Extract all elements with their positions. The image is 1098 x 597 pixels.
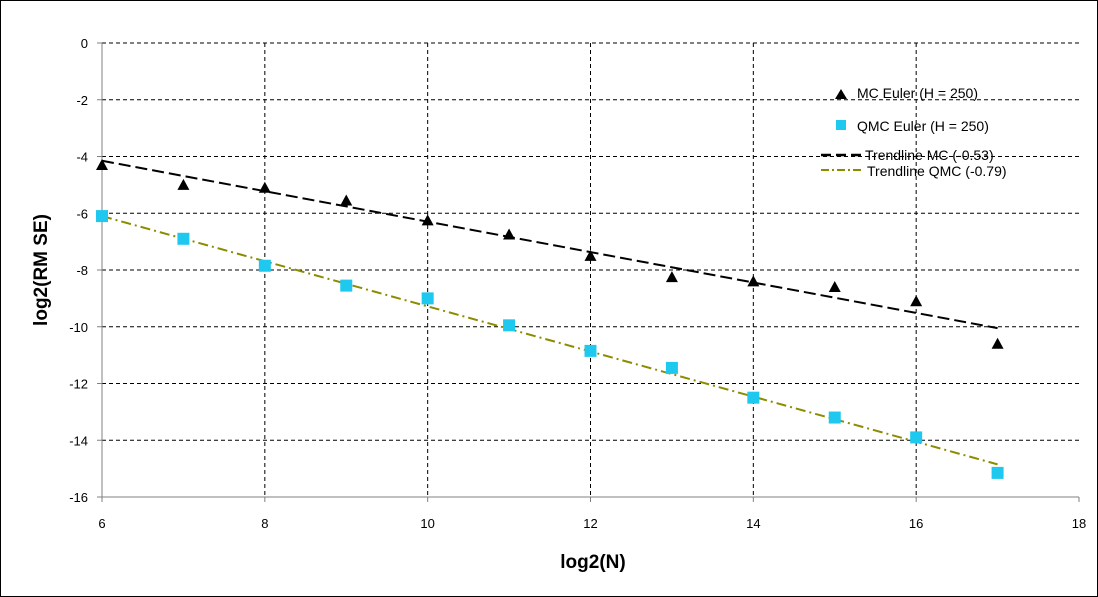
y-axis-title: log2(RM SE) <box>31 214 52 326</box>
data-points <box>96 159 1004 479</box>
legend-label-trend-qmc: Trendline QMC (-0.79) <box>867 163 1007 179</box>
mc-point <box>828 281 841 293</box>
mc-point <box>747 275 760 287</box>
qmc-point <box>991 466 1004 479</box>
legend: MC Euler (H = 250) QMC Euler (H = 250) T… <box>821 85 1007 179</box>
qmc-point <box>584 344 597 357</box>
y-tick-label: -2 <box>76 93 88 108</box>
mc-point <box>503 228 516 240</box>
y-tick-label: 0 <box>81 36 88 51</box>
mc-point <box>910 295 923 307</box>
x-tick-label: 8 <box>261 516 268 531</box>
trendline-2 <box>101 159 998 330</box>
qmc-point <box>910 431 923 444</box>
mc-point <box>584 249 597 261</box>
y-tick-label: -4 <box>76 150 88 165</box>
legend-label-qmc: QMC Euler (H = 250) <box>857 118 989 134</box>
mc-point <box>96 159 108 171</box>
x-axis-title: log2(N) <box>560 552 625 573</box>
x-tick-label: 10 <box>420 516 434 531</box>
mc-point <box>258 181 271 193</box>
x-tick-label: 16 <box>909 516 923 531</box>
legend-triangle-marker <box>835 89 847 99</box>
y-tick-label: -10 <box>69 320 88 335</box>
tick-labels: 0 -2 -4 -6 -8 -10 -12 -14 -16 6 8 10 12 14 16 18 <box>69 36 1086 531</box>
y-tick-label: -14 <box>69 433 88 448</box>
x-tick-label: 6 <box>98 516 105 531</box>
mc-point <box>991 337 1004 349</box>
qmc-point <box>665 361 678 374</box>
legend-item-qmc: QMC Euler (H = 250) <box>836 118 989 134</box>
legend-label-trend-mc: Trendline MC (-0.53) <box>865 147 994 163</box>
qmc-point <box>503 319 516 332</box>
mc-point <box>665 271 678 283</box>
y-tick-label: -12 <box>69 377 88 392</box>
trendlines <box>101 159 998 466</box>
legend-label-mc: MC Euler (H = 250) <box>857 85 978 101</box>
qmc-point <box>421 292 434 305</box>
qmc-point <box>258 259 271 272</box>
mc-point <box>421 214 434 226</box>
y-tick-label: -16 <box>69 490 88 505</box>
trendline-3 <box>101 215 998 466</box>
mc-point <box>340 194 353 206</box>
x-tick-label: 14 <box>746 516 760 531</box>
y-tick-label: -6 <box>76 206 88 221</box>
x-tick-label: 12 <box>583 516 597 531</box>
legend-square-marker <box>836 120 846 130</box>
legend-item-trend-qmc: Trendline QMC (-0.79) <box>821 163 1007 179</box>
y-tick-label: -8 <box>76 263 88 278</box>
qmc-point <box>96 210 108 223</box>
mc-point <box>177 178 190 190</box>
x-tick-label: 18 <box>1072 516 1086 531</box>
grid <box>102 42 1079 497</box>
axes <box>97 42 1080 502</box>
qmc-point <box>747 391 760 404</box>
qmc-point <box>340 279 353 292</box>
legend-item-mc: MC Euler (H = 250) <box>835 85 978 101</box>
legend-item-trend-mc: Trendline MC (-0.53) <box>821 147 994 163</box>
qmc-point <box>828 411 841 424</box>
qmc-point <box>177 232 190 245</box>
